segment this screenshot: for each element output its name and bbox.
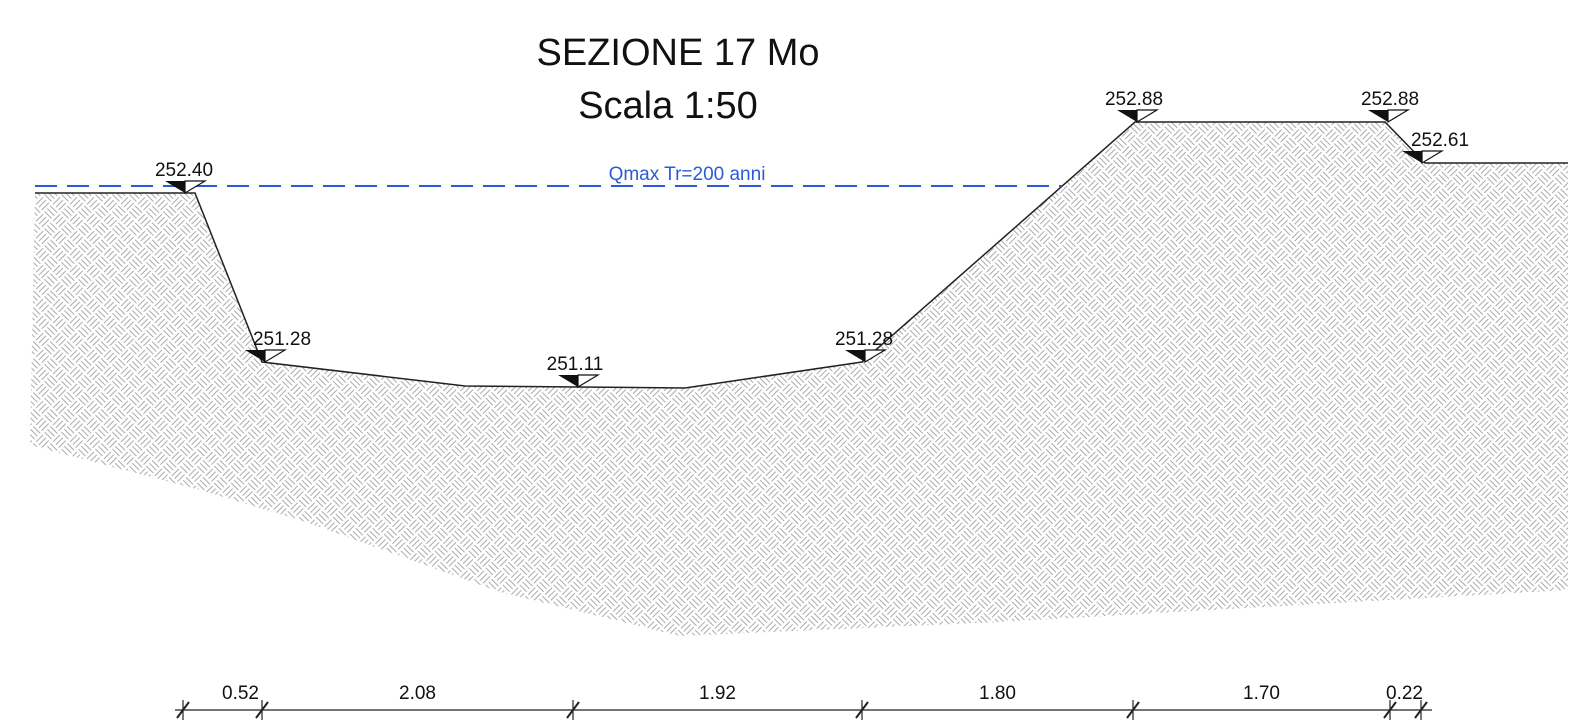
elevation-marker-black [245, 350, 265, 362]
ground-profile [35, 121, 1568, 389]
elevation-label: 252.88 [1105, 89, 1163, 110]
dimension-label: 0.52 [222, 683, 259, 704]
elevation-marker-black [845, 350, 865, 362]
elevation-marker-white [864, 349, 888, 364]
dimension-label: 1.80 [979, 683, 1016, 704]
dimension-slash [1126, 701, 1140, 719]
dimension-slash [255, 701, 269, 719]
water-level-label: Qmax Tr=200 anni [609, 164, 766, 185]
elevation-marker-black [1368, 110, 1388, 122]
dimension-slash [566, 701, 580, 719]
dimension-label: 2.08 [399, 683, 436, 704]
dimension-slash [1414, 701, 1428, 719]
dimension-slash [1383, 701, 1397, 719]
elevation-marker-black [1402, 151, 1422, 163]
title: SEZIONE 17 Mo [537, 32, 820, 74]
dimension-slash [855, 701, 869, 719]
elevation-label: 251.11 [547, 354, 604, 375]
elevation-marker-black [558, 375, 578, 387]
elevation-label: 252.88 [1361, 89, 1419, 110]
elevation-marker-white [1387, 109, 1411, 124]
dimension-label: 1.70 [1243, 683, 1280, 704]
elevation-marker-black [165, 181, 185, 193]
annotations: 252.40 251.28 251.11 251.28 252.88 252.88 252.… [155, 89, 1469, 720]
elevation-marker-black [1117, 110, 1137, 122]
elevation-marker-white [577, 374, 601, 389]
dimension-label: 1.92 [699, 683, 736, 704]
elevation-label: 252.61 [1411, 130, 1469, 151]
dimension-slash [176, 701, 190, 719]
elevation-marker-white [1421, 150, 1445, 165]
elevation-marker-white [184, 180, 208, 195]
elevation-marker-white [1136, 109, 1160, 124]
elevation-label: 251.28 [253, 329, 311, 350]
elevation-label: 252.40 [155, 160, 213, 181]
subtitle: Scala 1:50 [578, 85, 758, 127]
ground-fill [30, 122, 1568, 636]
elevation-marker-white [264, 349, 288, 364]
elevation-label: 251.28 [835, 329, 893, 350]
dimension-label: 0.22 [1386, 683, 1423, 704]
